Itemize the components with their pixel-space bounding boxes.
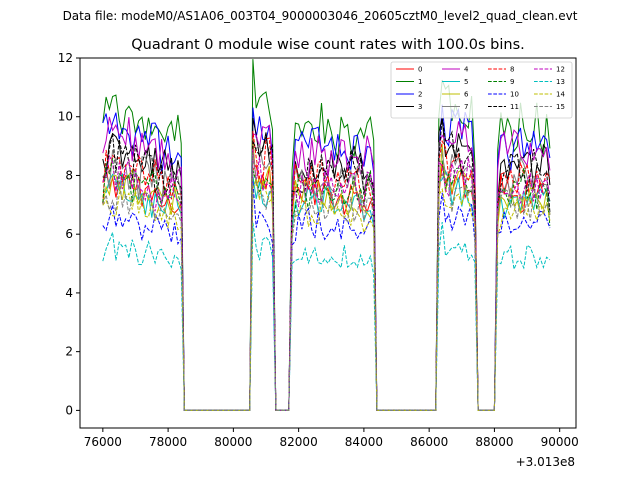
- legend-label-0: 0: [418, 66, 422, 74]
- legend-label-12: 12: [556, 66, 565, 74]
- x-offset-label: +3.013e8: [516, 455, 575, 469]
- series-lines: [102, 59, 551, 411]
- series-line-5: [102, 169, 551, 411]
- legend-label-6: 6: [464, 91, 469, 99]
- series-line-0: [102, 163, 551, 411]
- legend-box: [390, 61, 573, 119]
- legend-label-2: 2: [418, 91, 422, 99]
- series-line-4: [102, 116, 551, 411]
- y-tick-label: 0: [65, 403, 73, 417]
- legend-label-9: 9: [510, 78, 514, 86]
- series-line-2: [102, 104, 551, 411]
- legend-label-8: 8: [510, 66, 514, 74]
- chart-title: Quadrant 0 module wise count rates with …: [131, 37, 525, 53]
- legend-label-11: 11: [510, 103, 519, 111]
- legend-label-1: 1: [418, 78, 422, 86]
- legend-label-7: 7: [464, 103, 468, 111]
- legend-label-14: 14: [556, 91, 565, 99]
- x-tick-label: 88000: [475, 435, 513, 449]
- x-axis: 76000 78000 80000 82000 84000 86000 88000 90000: [84, 428, 579, 449]
- legend-label-4: 4: [464, 66, 469, 74]
- y-tick-label: 10: [58, 110, 73, 124]
- x-tick-label: 80000: [214, 435, 252, 449]
- x-tick-label: 82000: [280, 435, 318, 449]
- series-line-7: [102, 142, 551, 411]
- y-tick-label: 8: [65, 168, 73, 182]
- axes-frame: [79, 57, 577, 429]
- legend-label-3: 3: [418, 103, 422, 111]
- y-tick-label: 2: [65, 345, 73, 359]
- legend-label-5: 5: [464, 78, 468, 86]
- y-tick-label: 4: [65, 286, 73, 300]
- y-tick-label: 6: [65, 227, 73, 241]
- legend-label-13: 13: [556, 78, 565, 86]
- legend-label-10: 10: [510, 91, 519, 99]
- series-line-15: [102, 152, 551, 411]
- series-line-13: [102, 221, 551, 411]
- x-tick-label: 84000: [345, 435, 383, 449]
- y-tick-label: 12: [58, 51, 73, 65]
- x-tick-label: 90000: [541, 435, 579, 449]
- x-tick-label: 86000: [410, 435, 448, 449]
- suptitle: Data file: modeM0/AS1A06_003T04_90000030…: [63, 9, 578, 23]
- x-tick-label: 78000: [149, 435, 187, 449]
- y-axis: 0 2 4 6 8 10 12: [58, 51, 80, 417]
- legend-label-15: 15: [556, 103, 565, 111]
- x-tick-label: 76000: [84, 435, 122, 449]
- series-line-14: [102, 178, 551, 411]
- series-line-10: [102, 181, 551, 411]
